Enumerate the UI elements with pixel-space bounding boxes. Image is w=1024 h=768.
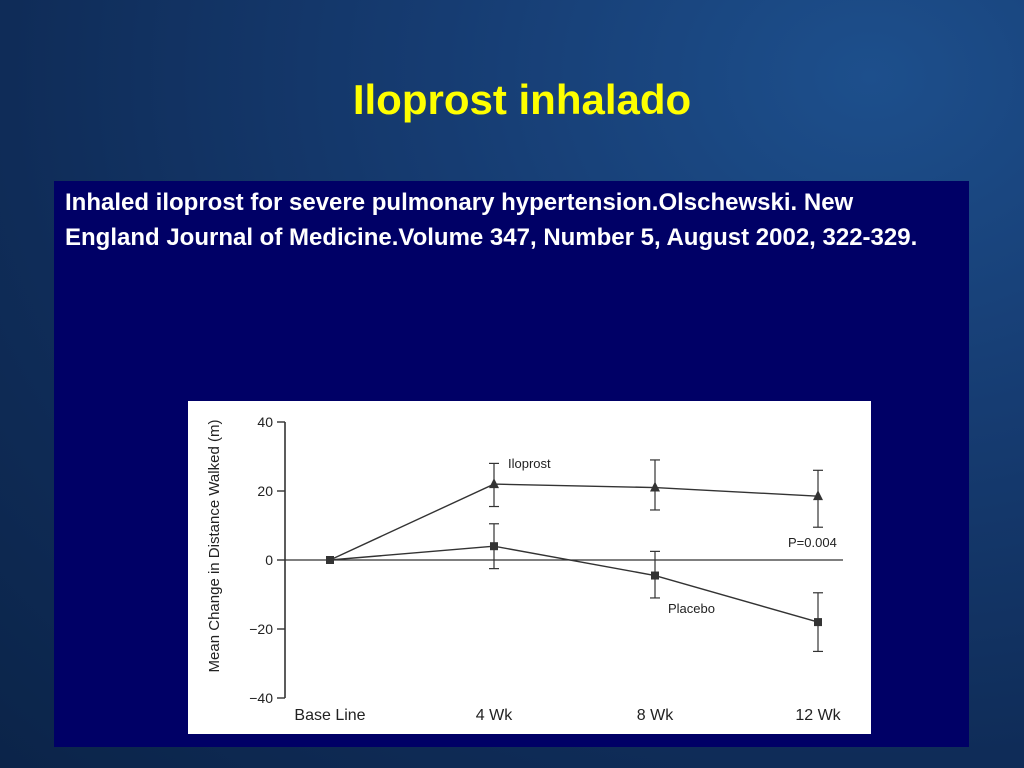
slide-title: Iloprost inhalado — [352, 76, 692, 123]
series-label-iloprost: Iloprost — [508, 456, 551, 471]
data-point — [326, 556, 334, 564]
series-placebo — [326, 523, 823, 653]
x-tick-label: 4 Wk — [476, 707, 513, 724]
series-line — [329, 483, 819, 561]
series-iloprost — [326, 459, 823, 564]
content-box: Inhaled iloprost for severe pulmonary hy… — [54, 181, 969, 747]
chart-axes — [284, 422, 843, 698]
y-tick-label: 20 — [257, 483, 273, 499]
x-ticks: Base Line 4 Wk 8 Wk 12 Wk — [294, 707, 841, 724]
y-tick-label: 40 — [257, 414, 273, 430]
data-point — [490, 542, 498, 551]
y-tick-label: 0 — [265, 552, 273, 568]
series-line — [329, 545, 819, 623]
data-point — [651, 571, 659, 580]
series-label-placebo: Placebo — [668, 601, 715, 616]
citation-text: Inhaled iloprost for severe pulmonary hy… — [65, 189, 918, 251]
x-tick-label: Base Line — [294, 707, 365, 724]
chart-panel: 40 20 0 −20 −40 Base Line 4 Wk 8 Wk 12 Wk Mean … — [188, 401, 871, 734]
y-tick-label: −20 — [249, 621, 273, 637]
y-tick-label: −40 — [249, 690, 273, 706]
x-tick-label: 8 Wk — [637, 707, 674, 724]
p-value-annotation: P=0.004 — [788, 535, 837, 550]
data-point — [650, 481, 660, 492]
y-ticks: 40 20 0 −20 −40 — [249, 414, 285, 706]
data-point — [814, 618, 822, 627]
x-tick-label: 12 Wk — [795, 707, 841, 724]
data-point — [489, 478, 499, 489]
y-axis-label: Mean Change in Distance Walked (m) — [206, 420, 223, 673]
series-layer — [326, 459, 823, 653]
data-point — [813, 490, 823, 501]
walk-distance-chart: 40 20 0 −20 −40 Base Line 4 Wk 8 Wk 12 Wk Mean … — [206, 414, 843, 724]
